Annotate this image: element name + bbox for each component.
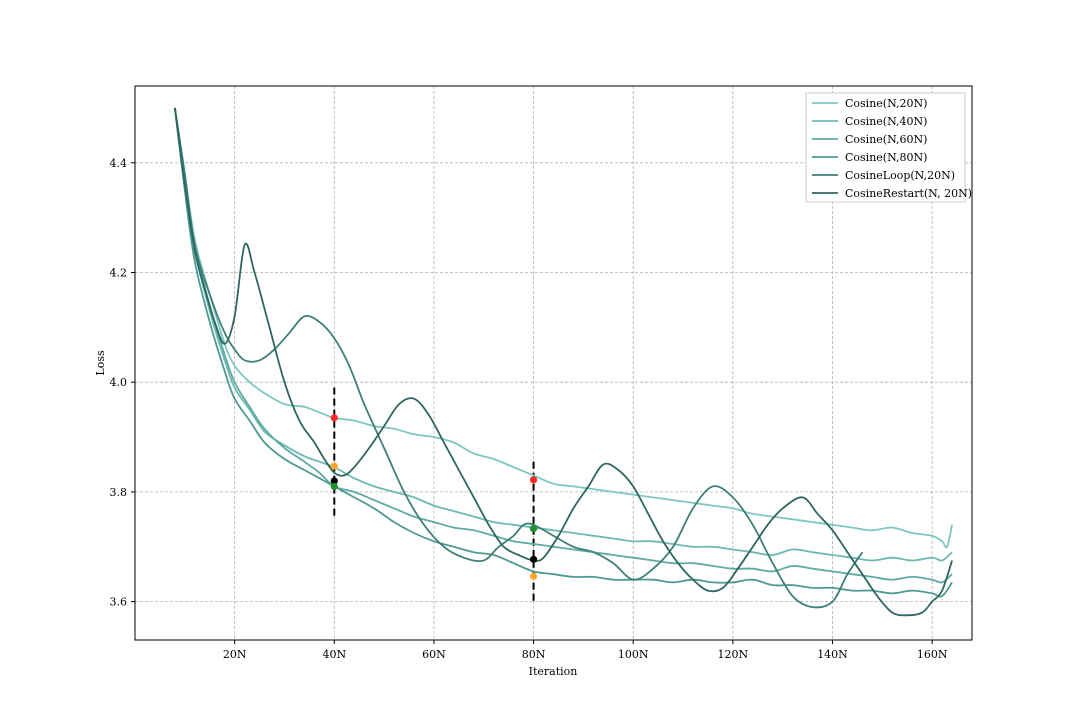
- annotation-marker: [330, 482, 338, 491]
- x-axis-label: Iteration: [529, 665, 578, 678]
- y-tick-label: 3.8: [110, 486, 128, 499]
- legend-entry: Cosine(N,40N): [845, 115, 927, 128]
- series-line-1: [174, 107, 953, 549]
- annotation-marker: [529, 476, 538, 484]
- x-axis-ticks: 20N 40N 60N 80N 100N 120N 140N 160N: [223, 640, 948, 661]
- plot-frame: [134, 85, 973, 641]
- x-tick-label: 120N: [718, 648, 749, 661]
- series-line-3: [174, 107, 953, 584]
- annotation-marker: [529, 572, 538, 580]
- x-tick-label: 40N: [322, 648, 346, 661]
- series-line-6: [174, 107, 953, 617]
- y-tick-label: 4.0: [110, 376, 128, 389]
- annotation-marker: [529, 525, 538, 533]
- annotation-marker: [529, 555, 538, 563]
- annotation-marker: [330, 477, 338, 485]
- y-tick-label: 3.6: [110, 596, 128, 609]
- legend-box: [805, 92, 966, 203]
- legend-entry: Cosine(N,20N): [845, 97, 927, 110]
- legend-entry: CosineLoop(N,20N): [845, 169, 955, 182]
- annotation-markers: [330, 414, 538, 580]
- y-tick-label: 4.2: [110, 266, 128, 279]
- legend-entry: Cosine(N,80N): [845, 151, 927, 164]
- series-line-4: [174, 107, 953, 598]
- y-axis-label: Loss: [94, 350, 107, 376]
- x-tick-label: 60N: [422, 648, 446, 661]
- x-tick-label: 80N: [522, 648, 546, 661]
- annotation-marker: [330, 414, 338, 422]
- series-lines: [174, 107, 953, 617]
- x-tick-label: 100N: [618, 648, 649, 661]
- y-axis-ticks: 3.6 3.8 4.0 4.2 4.4: [110, 157, 135, 609]
- legend-entry: Cosine(N,60N): [845, 133, 927, 146]
- x-tick-label: 140N: [817, 648, 848, 661]
- y-tick-label: 4.4: [110, 157, 128, 170]
- series-line-5: [174, 107, 864, 609]
- legend-entry: CosineRestart(N, 20N): [845, 187, 972, 200]
- x-tick-label: 20N: [223, 648, 247, 661]
- x-tick-label: 160N: [917, 648, 948, 661]
- legend: Cosine(N,20N) Cosine(N,40N) Cosine(N,60N) C…: [805, 92, 972, 203]
- annotation-marker: [330, 462, 338, 470]
